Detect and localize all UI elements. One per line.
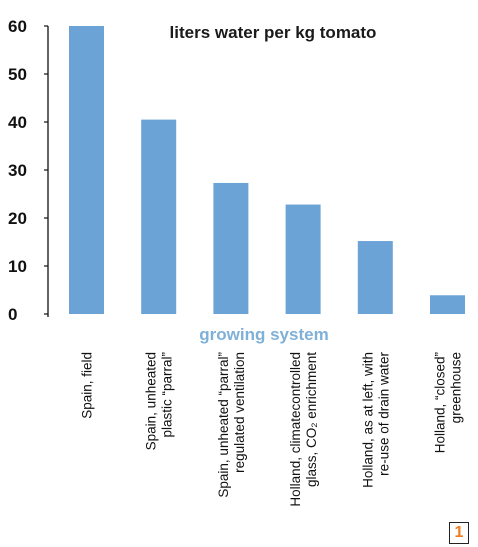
category-label-line: Holland, as at left, with bbox=[360, 352, 375, 488]
page-number-badge: 1 bbox=[449, 522, 469, 544]
y-tick-label: 10 bbox=[8, 257, 27, 276]
bar bbox=[285, 204, 321, 314]
bars bbox=[69, 26, 465, 314]
category-label-line: Holland, climatecontrolled bbox=[288, 352, 303, 507]
category-label-line: plastic “parral” bbox=[160, 352, 175, 438]
category-label-line: Spain, field bbox=[80, 352, 95, 419]
x-axis-label: growing system bbox=[199, 325, 328, 344]
y-tick-label: 30 bbox=[8, 161, 27, 180]
category-label: Holland, as at left, with re-use of drain… bbox=[360, 352, 391, 488]
category-labels: Spain, field Spain, unheated plastic “parr… bbox=[80, 352, 464, 507]
category-label-line: Spain, unheated “parral” bbox=[216, 352, 231, 498]
y-tick-label: 50 bbox=[8, 65, 27, 84]
category-label: Spain, unheated plastic “parral” bbox=[144, 352, 175, 450]
category-label-line: re-use of drain water bbox=[376, 352, 391, 476]
category-label-line: greenhouse bbox=[449, 352, 464, 423]
category-label-line: Spain, unheated bbox=[144, 352, 159, 450]
bar bbox=[357, 241, 393, 314]
category-label: Spain, field bbox=[80, 352, 95, 419]
y-tick-label: 40 bbox=[8, 113, 27, 132]
category-label: Holland, “closed” greenhouse bbox=[433, 352, 464, 453]
category-label-line: Holland, “closed” bbox=[433, 352, 448, 453]
bar bbox=[213, 182, 249, 314]
category-label: Holland, climatecontrolled glass, CO₂ enr… bbox=[288, 352, 319, 507]
y-tick-label: 20 bbox=[8, 209, 27, 228]
y-tick-label: 60 bbox=[8, 17, 27, 36]
y-axis-ticks: 0 10 20 30 40 50 60 bbox=[8, 17, 48, 324]
category-label-line: glass, CO₂ enrichment bbox=[304, 352, 319, 487]
bar bbox=[430, 295, 465, 314]
y-tick-label: 0 bbox=[8, 305, 17, 324]
bar bbox=[141, 119, 177, 314]
bar bbox=[69, 26, 104, 314]
chart-title: liters water per kg tomato bbox=[170, 23, 377, 42]
category-label: Spain, unheated “parral” regulated ventil… bbox=[216, 352, 247, 498]
category-label-line: regulated ventilation bbox=[232, 352, 247, 473]
